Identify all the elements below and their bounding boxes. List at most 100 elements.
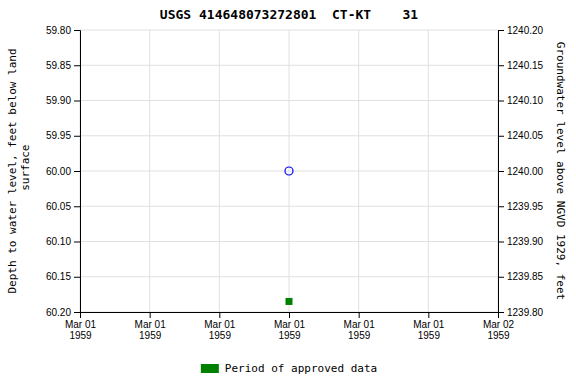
tick-mark: [498, 312, 499, 318]
legend-item: Period of approved data: [201, 362, 377, 375]
y-axis-title: Depth to water level, feet below land su…: [6, 48, 32, 293]
axis-line: [74, 31, 81, 313]
y2-axis-title: Groundwater level above NGVD 1929, feet: [554, 42, 567, 300]
tick: 1239.90: [498, 236, 544, 247]
legend: Period of approved data: [201, 362, 377, 375]
tick-mark: [289, 312, 290, 318]
tick: Mar 011959: [135, 312, 167, 341]
axis-line: [499, 31, 505, 313]
grid-line: [428, 30, 429, 312]
point: [286, 298, 292, 304]
tick-mark: [80, 312, 81, 318]
legend-label: Period of approved data: [225, 362, 377, 375]
tick: 59.80: [46, 25, 80, 36]
tick: 59.85: [46, 60, 80, 71]
point: [285, 167, 293, 175]
tick-label: 1240.00: [507, 166, 544, 177]
tick: 59.90: [46, 95, 80, 106]
tick-label: 59.95: [46, 130, 71, 141]
tick: 1239.85: [498, 271, 544, 282]
tick: 60.00: [46, 166, 80, 177]
tick-mark: [74, 30, 80, 31]
tick-label: Mar 011959: [413, 319, 445, 341]
tick: 1240.05: [498, 130, 544, 141]
tick-label: 59.80: [46, 25, 71, 36]
grid-line: [219, 30, 220, 312]
tick-label: Mar 011959: [65, 319, 97, 341]
tick-mark: [150, 312, 151, 318]
tick-mark: [498, 65, 504, 66]
tick-mark: [498, 277, 504, 278]
grid-line: [358, 30, 359, 312]
axis-line: [81, 313, 499, 319]
marks: [285, 167, 293, 304]
tick-mark: [498, 30, 504, 31]
tick-label: 1239.95: [507, 201, 544, 212]
tick-label: 60.10: [46, 236, 71, 247]
grid-line: [149, 30, 150, 312]
legend-swatch: [201, 364, 219, 373]
tick-mark: [74, 242, 80, 243]
tick-label: 1240.15: [507, 60, 544, 71]
tick-label: 60.00: [46, 166, 71, 177]
title: USGS 414648073272801 CT-KT 31: [160, 7, 418, 22]
tick-label: 1239.85: [507, 271, 544, 282]
tick-mark: [74, 136, 80, 137]
chart: 59.80 59.85 59.90 59.95 60.00 60.05 60.10 60.15…: [0, 0, 576, 384]
tick: 60.05: [46, 201, 80, 212]
tick-mark: [498, 136, 504, 137]
tick-label: 59.85: [46, 60, 71, 71]
grid: [80, 30, 498, 312]
tick: Mar 011959: [274, 312, 306, 341]
tick-label: 1240.20: [507, 25, 544, 36]
series: [285, 167, 293, 175]
tick-mark: [219, 312, 220, 318]
tick-mark: [498, 242, 504, 243]
tick: Mar 011959: [65, 312, 97, 341]
x-axis: Mar 011959 Mar 011959 Mar 011959 Mar 011959…: [65, 312, 515, 341]
tick-mark: [74, 312, 80, 313]
tick: 1239.80: [498, 307, 544, 318]
tick-mark: [428, 312, 429, 318]
tick: 1240.20: [498, 25, 544, 36]
tick-label: Mar 021959: [483, 319, 515, 341]
y-axis: 59.80 59.85 59.90 59.95 60.00 60.05 60.10 60.15…: [46, 25, 81, 318]
tick: 1240.00: [498, 166, 544, 177]
tick-mark: [74, 171, 80, 172]
tick-label: 59.90: [46, 95, 71, 106]
tick: Mar 011959: [344, 312, 376, 341]
tick: 60.20: [46, 307, 80, 318]
tick: 1239.95: [498, 201, 544, 212]
tick: 1240.15: [498, 60, 544, 71]
tick-label: 60.15: [46, 271, 71, 282]
tick-label: 1239.90: [507, 236, 544, 247]
tick-mark: [74, 277, 80, 278]
grid-line: [289, 30, 290, 312]
tick-mark: [74, 101, 80, 102]
tick-label: 1240.10: [507, 95, 544, 106]
tick-mark: [74, 206, 80, 207]
tick-label: 60.05: [46, 201, 71, 212]
tick-label: 1239.80: [507, 307, 544, 318]
tick: 60.10: [46, 236, 80, 247]
tick-mark: [498, 206, 504, 207]
tick: Mar 011959: [204, 312, 236, 341]
tick-mark: [498, 101, 504, 102]
tick: 1240.10: [498, 95, 544, 106]
tick-label: Mar 011959: [274, 319, 306, 341]
tick: Mar 011959: [413, 312, 445, 341]
tick: 59.95: [46, 130, 80, 141]
tick-label: 60.20: [46, 307, 71, 318]
tick: 60.15: [46, 271, 80, 282]
tick-mark: [74, 65, 80, 66]
y2-axis: 1240.20 1240.15 1240.10 1240.05 1240.00 1239.…: [498, 25, 544, 318]
plot: 59.80 59.85 59.90 59.95 60.00 60.05 60.10 60.15…: [46, 25, 544, 341]
series: [286, 298, 292, 304]
tick-label: 1240.05: [507, 130, 544, 141]
tick-label: Mar 011959: [135, 319, 167, 341]
tick-label: Mar 011959: [344, 319, 376, 341]
tick-mark: [359, 312, 360, 318]
tick-mark: [498, 171, 504, 172]
tick-label: Mar 011959: [204, 319, 236, 341]
tick: Mar 021959: [483, 312, 515, 341]
